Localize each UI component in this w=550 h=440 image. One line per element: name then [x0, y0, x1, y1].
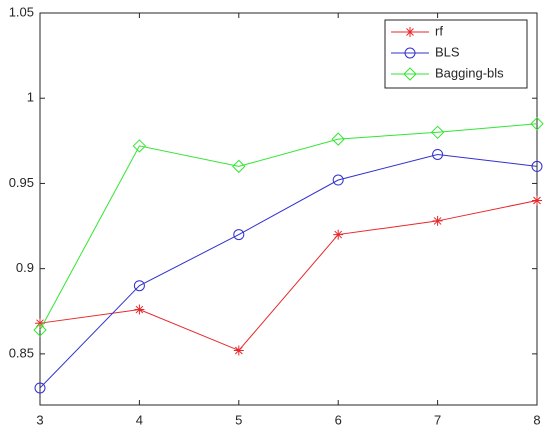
marker [232, 159, 246, 174]
x-tick-label: 3 [36, 412, 43, 427]
series-line [39, 199, 538, 352]
x-tick-label: 6 [335, 412, 342, 427]
legend-label: rf [435, 23, 443, 38]
legend-label: BLS [435, 44, 460, 59]
marker [532, 195, 542, 206]
marker [432, 215, 443, 226]
x-tick-label: 5 [235, 412, 242, 427]
legend-label: Bagging-bls [435, 65, 504, 80]
marker [432, 148, 444, 160]
marker [33, 323, 47, 337]
y-tick-label: 1.05 [9, 4, 34, 19]
y-tick-label: 0.85 [9, 345, 34, 360]
marker [333, 229, 344, 240]
marker [133, 280, 145, 292]
marker [35, 318, 45, 329]
marker [332, 174, 344, 186]
marker [331, 132, 345, 146]
marker [531, 160, 543, 172]
marker [132, 139, 147, 153]
y-tick-label: 0.95 [9, 175, 34, 190]
series-line [39, 153, 538, 389]
marker [430, 125, 445, 140]
marker [134, 304, 145, 315]
marker [530, 117, 544, 131]
legend-marker [405, 27, 415, 37]
marker [233, 345, 244, 356]
x-tick-label: 8 [533, 412, 540, 427]
x-tick-label: 4 [136, 412, 143, 427]
legend-marker [404, 47, 416, 59]
x-tick-label: 7 [434, 412, 441, 427]
legend-marker [403, 67, 417, 81]
series-line [39, 123, 538, 331]
y-tick-label: 0.9 [16, 260, 34, 275]
marker [34, 382, 46, 394]
marker [233, 229, 245, 241]
y-tick-label: 1 [27, 90, 34, 105]
